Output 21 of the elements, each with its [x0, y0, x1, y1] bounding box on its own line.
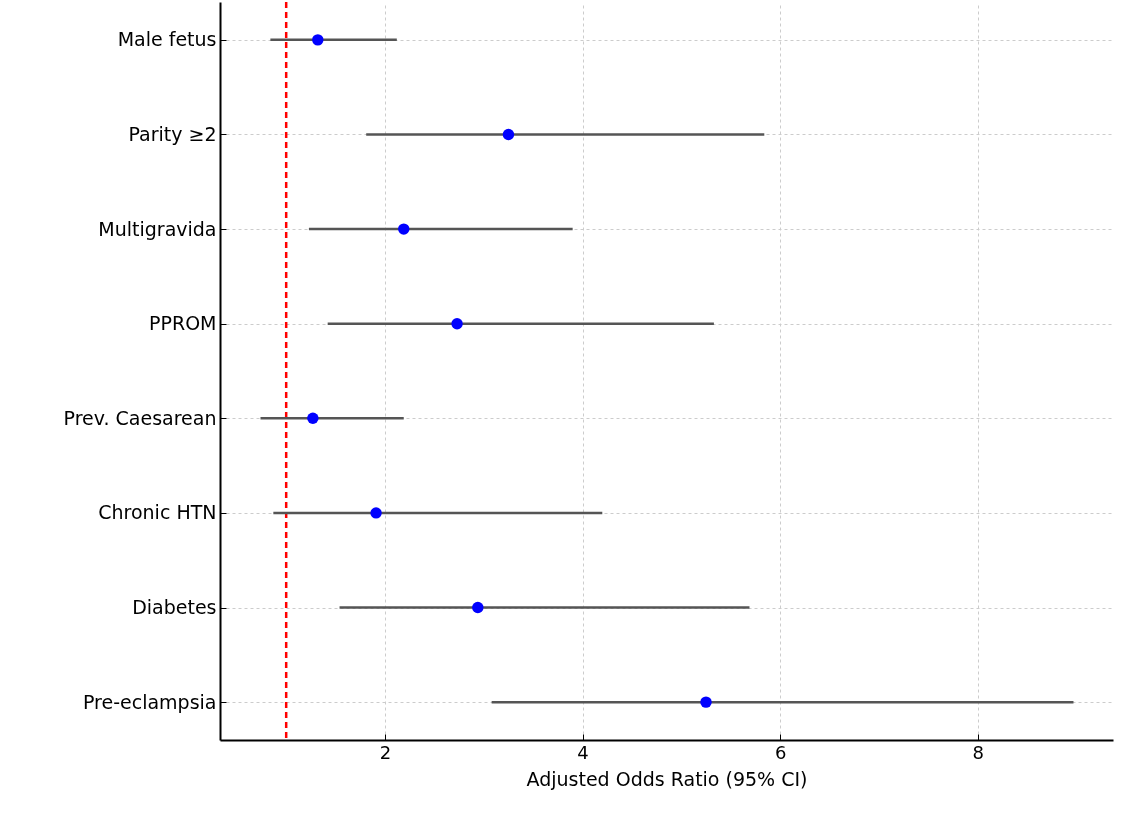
point — [502, 128, 515, 141]
point — [398, 223, 410, 235]
y-tick-label: Multigravida — [98, 217, 217, 240]
y-tick-label: PPROM — [149, 312, 217, 335]
point — [451, 318, 463, 330]
y-tick-label: Pre-eclampsia — [82, 690, 217, 713]
point — [472, 601, 484, 614]
y-tick-label: Parity ≥2 — [128, 122, 217, 145]
y-tick-label: Prev. Caesarean — [63, 406, 217, 429]
y-tick-label: Chronic HTN — [98, 501, 217, 524]
point — [700, 696, 712, 708]
x-tick-label: 6 — [774, 741, 787, 763]
y-tick-label: Diabetes — [132, 596, 217, 619]
point — [312, 34, 324, 46]
x-tick-label: 4 — [577, 741, 589, 763]
y-tick-label: Male fetus — [117, 28, 217, 51]
x-tick-label: 2 — [379, 741, 392, 763]
point — [370, 507, 382, 519]
x-axis-title: Adjusted Odds Ratio (95% CI) — [526, 767, 808, 790]
x-tick-label: 8 — [972, 741, 984, 763]
point — [307, 412, 319, 424]
